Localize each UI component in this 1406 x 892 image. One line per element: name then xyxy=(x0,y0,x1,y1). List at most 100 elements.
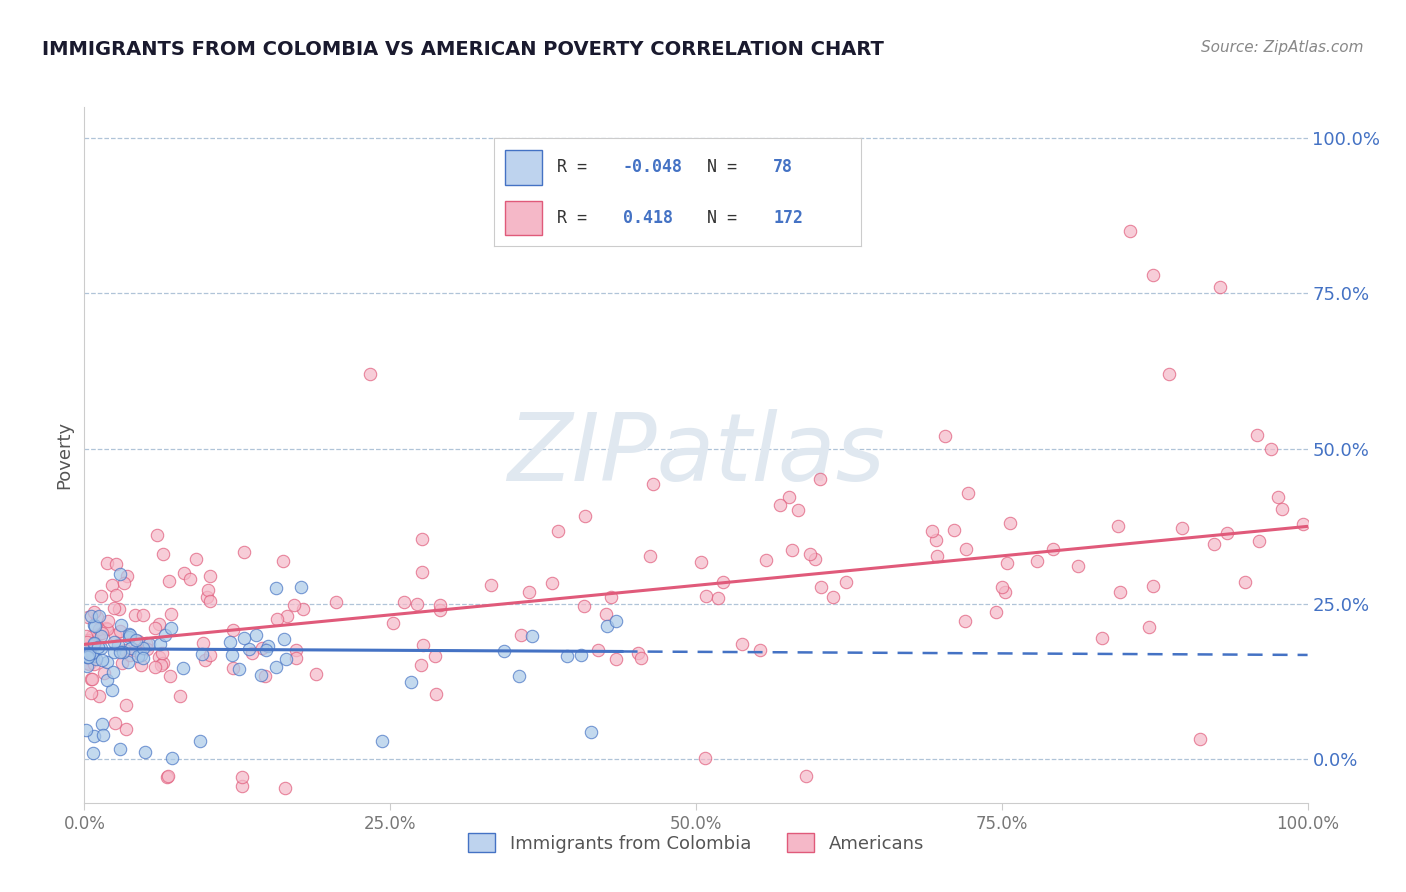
Point xyxy=(125,633,148,648)
Point xyxy=(76,649,98,664)
Point xyxy=(359,367,381,381)
Point xyxy=(84,619,107,633)
Point xyxy=(120,628,142,642)
Point xyxy=(179,572,201,586)
Point xyxy=(75,638,97,652)
Point xyxy=(124,643,146,657)
Point xyxy=(101,665,124,679)
Point xyxy=(191,636,214,650)
Point xyxy=(1157,367,1180,381)
Point xyxy=(605,652,627,666)
Point xyxy=(148,650,170,665)
Point xyxy=(509,628,531,642)
Point xyxy=(707,591,730,606)
Point xyxy=(90,629,112,643)
Point xyxy=(823,591,845,605)
Point xyxy=(291,602,314,616)
Point xyxy=(89,690,111,704)
Point xyxy=(508,668,530,682)
Point xyxy=(233,545,256,559)
Point xyxy=(1142,579,1164,593)
Text: ZIPatlas: ZIPatlas xyxy=(508,409,884,500)
Point xyxy=(371,734,394,748)
Point xyxy=(957,485,980,500)
Point xyxy=(769,499,792,513)
Point xyxy=(1189,732,1212,747)
Point xyxy=(290,580,312,594)
Point xyxy=(101,682,124,697)
Point xyxy=(108,742,131,756)
Point xyxy=(1249,533,1271,548)
Point xyxy=(135,642,157,657)
Point xyxy=(405,597,427,611)
Point xyxy=(1042,542,1064,557)
Point xyxy=(127,648,149,663)
Point xyxy=(579,725,602,739)
Point xyxy=(159,669,181,683)
Point xyxy=(104,628,127,642)
Point xyxy=(83,605,105,619)
Point xyxy=(778,490,800,504)
Point xyxy=(605,614,627,628)
Point xyxy=(155,627,177,641)
Point xyxy=(381,615,404,630)
Point xyxy=(114,643,136,657)
Point xyxy=(250,668,273,682)
Point xyxy=(1202,537,1225,551)
Point xyxy=(1142,268,1164,282)
Point xyxy=(1066,558,1088,573)
Point xyxy=(194,653,217,667)
Point xyxy=(200,594,222,608)
Point xyxy=(152,656,174,670)
Point xyxy=(120,640,142,655)
Point xyxy=(574,599,596,613)
Point xyxy=(787,503,810,517)
Point xyxy=(150,658,173,673)
Point xyxy=(250,640,273,655)
Point xyxy=(157,769,180,783)
Point xyxy=(172,661,194,675)
Point xyxy=(143,621,166,635)
Point xyxy=(429,603,451,617)
Point xyxy=(254,642,277,657)
Point xyxy=(218,635,240,649)
Point xyxy=(152,547,174,561)
Point xyxy=(254,669,277,683)
Point xyxy=(79,672,101,686)
Point xyxy=(233,632,256,646)
Point xyxy=(574,508,596,523)
Point xyxy=(794,769,817,783)
Point xyxy=(221,661,243,675)
Point xyxy=(96,623,118,637)
Point xyxy=(641,476,664,491)
Point xyxy=(80,672,103,686)
Point xyxy=(97,614,120,628)
Y-axis label: Poverty: Poverty xyxy=(55,421,73,489)
Point xyxy=(276,608,298,623)
Point xyxy=(132,651,155,665)
Point xyxy=(84,652,107,666)
Point xyxy=(748,642,770,657)
Point xyxy=(599,590,621,604)
Point xyxy=(77,609,100,624)
Point xyxy=(157,574,180,589)
Point xyxy=(83,635,105,649)
Point xyxy=(1000,516,1022,530)
Point xyxy=(399,675,422,690)
Point xyxy=(195,590,218,604)
Point xyxy=(188,733,211,747)
Point xyxy=(127,634,149,648)
Point xyxy=(429,598,451,612)
Point xyxy=(955,542,977,557)
Point xyxy=(834,574,856,589)
Point xyxy=(222,623,245,637)
Point xyxy=(184,552,207,566)
Point xyxy=(96,673,118,687)
Point xyxy=(75,723,97,737)
Point xyxy=(285,651,308,665)
Point xyxy=(517,585,540,599)
Point xyxy=(555,648,578,663)
Point xyxy=(231,770,253,784)
Point xyxy=(94,621,117,635)
Point xyxy=(425,687,447,701)
